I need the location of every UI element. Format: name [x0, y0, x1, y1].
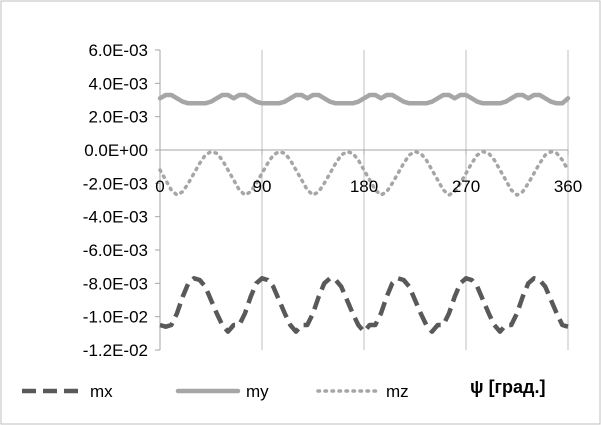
y-tick-label: -2.0E-03: [83, 174, 148, 193]
x-tick-label: 0: [155, 177, 164, 196]
x-tick-label: 360: [554, 177, 582, 196]
y-tick-labels: 6.0E-03 4.0E-03 2.0E-03 0.0E+00 -2.0E-03 -4.0…: [83, 41, 148, 360]
y-tick-label: -4.0E-03: [83, 208, 148, 227]
series-line-my: [157, 92, 571, 106]
legend: mx my mz: [22, 382, 409, 401]
y-tick-label: 6.0E-03: [88, 41, 148, 60]
series-line-mx: [159, 276, 569, 334]
x-tick-label: 270: [452, 177, 480, 196]
y-tick-label: 4.0E-03: [88, 74, 148, 93]
series-lines: [157, 92, 571, 334]
y-tick-label: 0.0E+00: [84, 141, 148, 160]
y-tick-label: -6.0E-03: [83, 241, 148, 260]
y-tick-label: 2.0E-03: [88, 108, 148, 127]
y-tick-label: -1.2E-02: [83, 341, 148, 360]
legend-label-mx: mx: [90, 382, 113, 401]
x-tick-label: 90: [253, 177, 272, 196]
x-tick-label: 180: [350, 177, 378, 196]
legend-label-my: my: [246, 382, 269, 401]
x-axis-title: ψ [град.]: [470, 377, 545, 397]
series-line-mz: [158, 149, 570, 197]
x-tick-labels: 0 90 180 270 360: [155, 177, 582, 196]
y-tick-label: -8.0E-03: [83, 274, 148, 293]
legend-label-mz: mz: [386, 382, 409, 401]
y-tick-label: -1.0E-02: [83, 308, 148, 327]
